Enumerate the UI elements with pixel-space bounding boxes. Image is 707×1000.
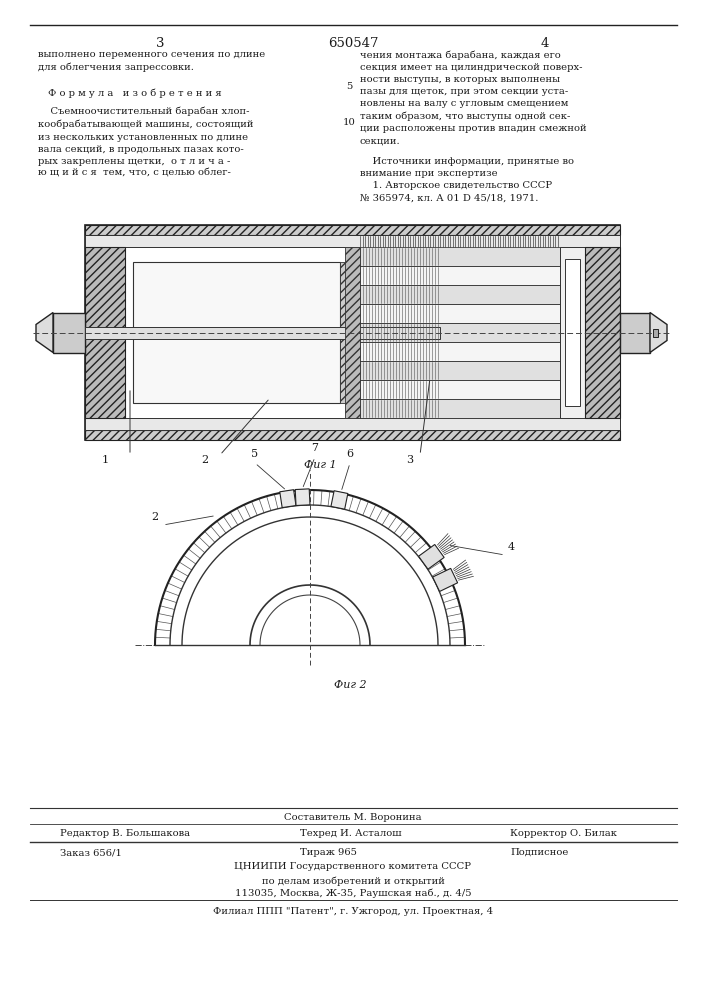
Bar [85,418,620,430]
Bar [620,312,650,353]
Text: Ф о р м у л а   и з о б р е т е н и я: Ф о р м у л а и з о б р е т е н и я [48,88,221,98]
Text: по делам изобретений и открытий: по делам изобретений и открытий [262,876,445,886]
Polygon shape [419,544,444,569]
Polygon shape [331,491,348,509]
Bar [360,342,560,361]
Bar [360,266,560,285]
Text: чения монтажа барабана, каждая его
секция имеет на цилиндрической поверх-
ности : чения монтажа барабана, каждая его секци… [360,50,587,145]
Bar [585,247,620,418]
Polygon shape [650,312,667,353]
Polygon shape [280,490,296,508]
Text: Фиг 2: Фиг 2 [334,680,366,690]
Text: выполнено переменного сечения по длине
для облегчения запрессовки.: выполнено переменного сечения по длине д… [38,50,265,72]
Bar [85,247,360,418]
Text: 5: 5 [252,449,259,459]
Bar [85,247,125,418]
Bar [85,326,440,338]
Text: Подписное: Подписное [510,848,568,857]
Text: Корректор О. Билак: Корректор О. Билак [510,829,617,838]
Bar [85,235,620,247]
Bar [360,380,560,399]
Bar [360,247,560,266]
Bar [653,328,658,336]
Text: 3: 3 [407,455,414,465]
Text: 10: 10 [343,118,356,127]
Text: ЦНИИПИ Государственного комитета СССР: ЦНИИПИ Государственного комитета СССР [235,862,472,871]
Bar [85,225,620,440]
Text: Съемноочистительный барабан хлоп-
кообрабатывающей машины, состоящий
из нескольк: Съемноочистительный барабан хлоп- кообра… [38,107,254,178]
Bar [340,262,352,403]
Text: 113035, Москва, Ж-35, Раушская наб., д. 4/5: 113035, Москва, Ж-35, Раушская наб., д. … [235,889,472,898]
Text: Составитель М. Воронина: Составитель М. Воронина [284,813,422,822]
Bar [565,259,580,406]
Text: 6: 6 [346,449,354,459]
Bar [560,247,620,418]
Bar [53,312,85,353]
Text: Техред И. Асталош: Техред И. Асталош [300,829,402,838]
Text: Заказ 656/1: Заказ 656/1 [60,848,122,857]
Polygon shape [296,489,310,506]
Bar [360,323,560,342]
Text: 650547: 650547 [328,37,378,50]
Polygon shape [433,568,457,591]
Bar [360,399,560,418]
Polygon shape [36,312,53,353]
Bar [345,247,360,418]
Text: 1: 1 [101,455,109,465]
Bar [360,285,560,304]
Text: Тираж 965: Тираж 965 [300,848,357,857]
Bar [85,430,620,440]
Bar [360,304,560,323]
Text: Фиг 1: Фиг 1 [304,460,337,470]
Bar [360,361,560,380]
Text: 2: 2 [201,455,209,465]
Text: 7: 7 [312,443,318,453]
Bar [85,225,620,235]
Text: Филиал ППП "Патент", г. Ужгород, ул. Проектная, 4: Филиал ППП "Патент", г. Ужгород, ул. Про… [213,907,493,916]
Text: Источники информации, принятые во
внимание при экспертизе
    1. Авторское свиде: Источники информации, принятые во вниман… [360,157,574,202]
Text: 2: 2 [151,512,158,522]
Text: 4: 4 [541,37,549,50]
Bar [133,262,340,403]
Text: 4: 4 [508,542,515,552]
Text: 3: 3 [156,37,164,50]
Text: 5: 5 [346,82,352,91]
Text: Редактор В. Большакова: Редактор В. Большакова [60,829,190,838]
